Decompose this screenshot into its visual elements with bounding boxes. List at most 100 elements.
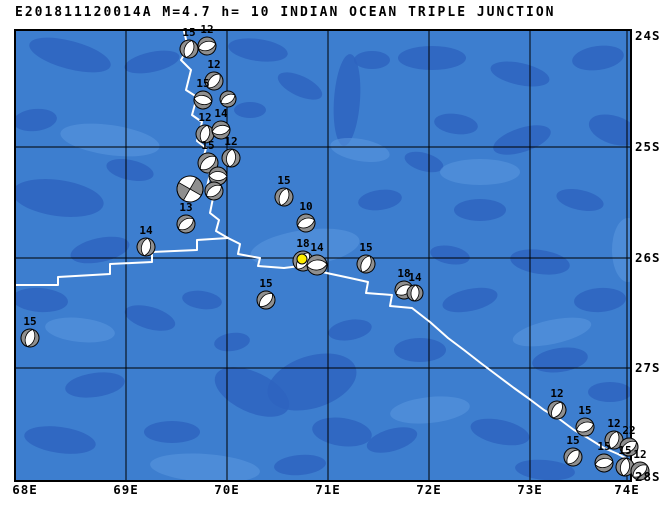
beachball	[306, 254, 328, 276]
bathymetry-dark-patch	[532, 347, 588, 373]
beachball	[136, 237, 156, 257]
depth-label: 15	[566, 434, 579, 447]
depth-label: 15	[359, 241, 372, 254]
bathymetry-dark-patch	[234, 102, 266, 118]
beachball	[406, 284, 424, 302]
y-axis-label: 25S	[635, 139, 661, 154]
bathymetry-dark-patch	[574, 287, 626, 313]
beachball	[219, 90, 237, 108]
bathymetry-dark-patch	[328, 319, 372, 341]
bathymetry-dark-patch	[394, 338, 446, 362]
bathymetry-dark-patch	[404, 151, 444, 173]
y-axis-label: 26S	[635, 250, 661, 265]
bathymetry-dark-patch	[442, 287, 498, 313]
bathymetry-light-patch	[45, 317, 115, 343]
beachball	[356, 254, 376, 274]
beachball	[176, 214, 196, 234]
bathymetry-dark-patch	[106, 159, 154, 181]
bathymetry-dark-patch	[274, 454, 326, 476]
bathymetry-light-patch	[440, 159, 520, 185]
x-axis-label: 74E	[614, 482, 640, 497]
x-axis-label: 69E	[113, 482, 139, 497]
bathymetry-dark-patch	[124, 305, 176, 331]
beachball	[193, 90, 213, 110]
bathymetry-dark-patch	[490, 61, 550, 87]
bathymetry-dark-patch	[470, 418, 530, 446]
bathymetry-light-patch	[612, 218, 631, 282]
bathymetry-dark-patch	[333, 54, 361, 146]
bathymetry-dark-patch	[70, 236, 130, 264]
bathymetry-dark-patch	[214, 367, 290, 417]
bathymetry-dark-patch	[312, 417, 372, 447]
beachball	[208, 166, 228, 186]
bathymetry-light-patch	[390, 396, 470, 424]
bathymetry-dark-patch	[398, 46, 466, 70]
bathymetry-dark-patch	[65, 372, 125, 398]
bathymetry-dark-patch	[434, 113, 478, 135]
beachball	[594, 453, 614, 473]
bathymetry-dark-patch	[366, 427, 418, 453]
bathymetry-dark-patch	[24, 426, 96, 454]
x-axis-label: 70E	[214, 482, 240, 497]
bathymetry-dark-patch	[15, 287, 68, 313]
depth-label: 14	[310, 241, 324, 254]
bathymetry-light-patch	[60, 123, 160, 157]
beachball	[619, 437, 639, 457]
map-frame	[14, 29, 632, 482]
depth-label: 13	[179, 201, 192, 214]
bathymetry-light-patch	[512, 317, 592, 347]
x-axis-label: 71E	[315, 482, 341, 497]
bathymetry-dark-patch	[29, 37, 111, 73]
beachball	[547, 400, 567, 420]
x-axis-label: 68E	[12, 482, 38, 497]
depth-label: 14	[214, 107, 228, 120]
bathymetry-light-patch	[330, 137, 390, 163]
depth-label: 15	[182, 26, 195, 39]
beachball	[204, 71, 224, 91]
depth-label: 14	[408, 271, 422, 284]
depth-label: 12	[607, 417, 620, 430]
beachball	[204, 181, 224, 201]
beachball	[20, 328, 40, 348]
bathymetry-dark-patch	[588, 382, 631, 402]
bathymetry-dark-patch	[15, 179, 104, 217]
beachball	[256, 290, 276, 310]
y-axis-label: 24S	[635, 28, 661, 43]
beachball	[195, 124, 215, 144]
depth-label: 15	[277, 174, 290, 187]
bathymetry-dark-patch	[354, 51, 390, 69]
bathymetry-dark-patch	[182, 290, 222, 310]
event-marker	[296, 253, 308, 265]
bathymetry-dark-patch	[556, 189, 604, 211]
depth-label: 12	[633, 448, 646, 461]
beachball	[563, 447, 583, 467]
depth-label: 15	[196, 77, 209, 90]
depth-label: 15	[597, 440, 610, 453]
x-axis-label: 73E	[517, 482, 543, 497]
depth-label: 10	[299, 200, 312, 213]
depth-label: 15	[201, 139, 214, 152]
depth-label: 15	[23, 315, 36, 328]
ridge-line	[180, 30, 229, 239]
bathymetry-dark-patch	[510, 249, 570, 275]
depth-label: 14	[139, 224, 153, 237]
depth-label: 18	[397, 267, 410, 280]
bathymetry-dark-patch	[144, 421, 200, 443]
beachball	[274, 187, 294, 207]
beachball	[197, 36, 217, 56]
bathymetry-dark-patch	[277, 72, 323, 100]
beachball	[630, 461, 650, 481]
bathymetry-dark-patch	[124, 50, 180, 74]
depth-label: 12	[207, 58, 220, 71]
x-axis-label: 72E	[416, 482, 442, 497]
beachball	[296, 213, 316, 233]
bathymetry-dark-patch	[358, 189, 402, 211]
bathymetry-dark-patch	[572, 45, 624, 71]
beachball	[211, 120, 231, 140]
depth-label: 15	[578, 404, 591, 417]
depth-label: 18	[296, 237, 309, 250]
depth-label: 15	[259, 277, 272, 290]
bathymetry-dark-patch	[214, 332, 250, 352]
